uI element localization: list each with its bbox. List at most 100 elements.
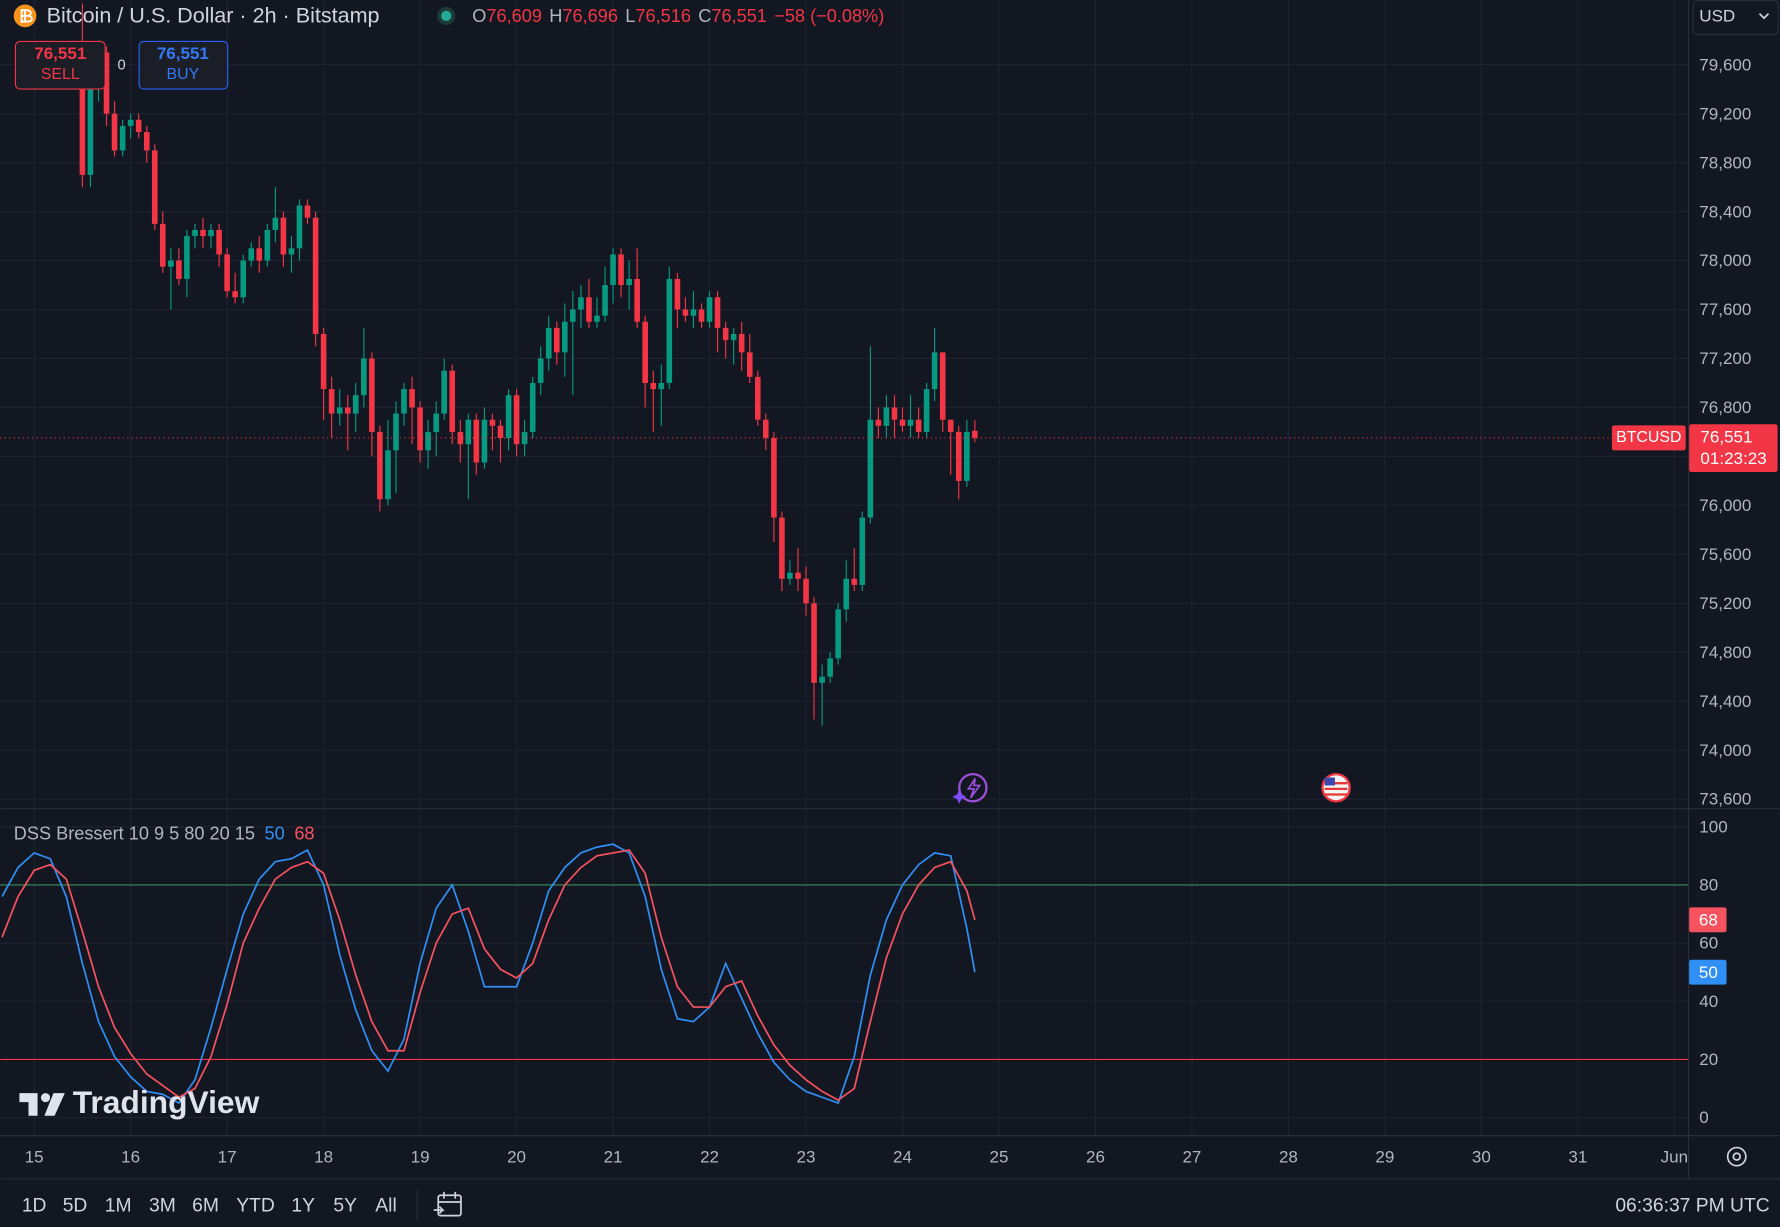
candle-body <box>658 382 665 390</box>
candle-body <box>602 285 608 316</box>
indicator-value: 68 <box>294 823 314 843</box>
candle-body <box>151 150 158 224</box>
y-tick-label: 79,600 <box>1699 55 1751 74</box>
x-tick-label: 17 <box>218 1147 237 1166</box>
candle-body <box>344 407 351 414</box>
sell-box <box>14 40 106 90</box>
x-tick-label: 31 <box>1568 1147 1587 1166</box>
x-tick-label: Jun <box>1661 1147 1688 1166</box>
candle-body <box>296 205 303 249</box>
candle-body <box>843 578 850 610</box>
currency-selector[interactable]: USD <box>1692 0 1779 36</box>
indicator-line <box>1 843 976 1105</box>
sell-price: 76,551 <box>34 44 86 63</box>
buy-button[interactable]: 76,551 BUY <box>138 40 229 90</box>
range-toolbar: 1D 5D 1M 3M 6M YTD 1Y 5Y All <box>22 1196 397 1217</box>
candle-body <box>361 358 367 396</box>
last-price-label: 76,551 <box>1700 427 1752 446</box>
candle-body <box>159 223 166 267</box>
x-tick-label: 22 <box>700 1147 719 1166</box>
candle-body <box>682 309 689 316</box>
candle-body <box>714 297 721 328</box>
candle-body <box>883 407 890 426</box>
candle-body <box>618 254 624 286</box>
labels-layer: 15 16 17 18 19 20 21 22 23 24 25 26 27 28 29 30 31 Jun 73,… <box>25 55 1778 1166</box>
range-button[interactable]: 1M <box>105 1196 132 1217</box>
candle-body <box>111 113 118 151</box>
indicator-legend: DSS Bressert 10 9 5 80 20 15 50 68 <box>14 823 315 843</box>
candle-body <box>738 334 745 353</box>
y-tick-label: 76,800 <box>1699 398 1751 417</box>
candle-body <box>570 309 576 322</box>
y-tick-label: 77,200 <box>1699 349 1751 368</box>
range-button[interactable]: 1D <box>22 1196 47 1217</box>
ohlc-key: O <box>472 6 486 26</box>
x-tick-label: 15 <box>25 1147 44 1166</box>
candle-body <box>762 419 769 439</box>
candle-body <box>537 358 544 383</box>
indicator-title[interactable]: DSS Bressert 10 9 5 80 20 15 <box>14 823 255 843</box>
range-button[interactable]: All <box>375 1196 396 1217</box>
event-icon[interactable] <box>952 772 988 804</box>
candle-body <box>505 395 512 439</box>
candle-body <box>192 229 198 237</box>
y-tick-label: 76,000 <box>1699 496 1751 515</box>
candle-body <box>586 297 592 322</box>
sell-button[interactable]: 76,551 SELL <box>14 40 106 90</box>
x-tick-label: 27 <box>1182 1147 1201 1166</box>
symbol-title[interactable]: Bitcoin / U.S. Dollar · 2h · Bitstamp <box>47 3 380 28</box>
candle-body <box>320 334 327 390</box>
currency-box <box>1692 0 1779 36</box>
range-button[interactable]: 6M <box>192 1196 219 1217</box>
goto-date[interactable] <box>433 1191 462 1217</box>
watermark-text: TradingView <box>73 1084 260 1120</box>
candle-body <box>835 609 841 659</box>
candle-body <box>232 291 238 298</box>
x-tick-label: 18 <box>314 1147 333 1166</box>
clock[interactable]: 06:36:37 PM UTC <box>1615 1196 1769 1217</box>
candle-body <box>779 517 785 579</box>
candle-body <box>87 89 94 175</box>
range-button[interactable]: 5D <box>63 1196 88 1217</box>
market-status[interactable] <box>441 10 452 21</box>
candle-body <box>859 517 866 585</box>
candle-body <box>184 236 190 279</box>
value-tag-label: 50 <box>1699 963 1718 982</box>
economic-event-icon[interactable] <box>1321 772 1351 803</box>
candle-body <box>947 419 954 432</box>
y-tick-label: 78,800 <box>1699 153 1751 172</box>
candle-body <box>489 419 496 426</box>
range-button[interactable]: YTD <box>236 1196 275 1217</box>
range-button[interactable]: 3M <box>149 1196 176 1217</box>
candle-body <box>417 407 423 451</box>
candle-body <box>754 376 761 420</box>
candle-body <box>827 658 833 677</box>
coin-icon-glyph <box>20 9 33 23</box>
candle-body <box>497 425 504 439</box>
candle-body <box>176 260 182 279</box>
range-button[interactable]: 5Y <box>333 1196 357 1217</box>
candle-body <box>369 358 375 432</box>
x-tick-label: 16 <box>121 1147 140 1166</box>
y-tick-label: 75,200 <box>1699 594 1751 613</box>
candle-body <box>441 370 448 414</box>
candle-body <box>899 419 906 426</box>
y-tick-label: 78,400 <box>1699 202 1751 221</box>
y-tick-label: 77,600 <box>1699 300 1751 319</box>
candle-body <box>907 419 914 426</box>
chevron <box>1758 13 1770 20</box>
y-tick-label: 74,000 <box>1699 741 1751 760</box>
candle-body <box>698 309 705 322</box>
candle-body <box>425 431 431 451</box>
candle-body <box>168 260 174 267</box>
axis-settings[interactable] <box>1726 1146 1747 1167</box>
candle-body <box>135 119 142 133</box>
y-tick-label: 100 <box>1699 817 1727 836</box>
symbol-tag-label: BTCUSD <box>1616 429 1681 446</box>
x-tick-label: 24 <box>893 1147 912 1166</box>
candle-body <box>642 321 648 383</box>
candle-body <box>352 395 359 414</box>
range-button[interactable]: 1Y <box>291 1196 315 1217</box>
candle-body <box>256 248 263 261</box>
